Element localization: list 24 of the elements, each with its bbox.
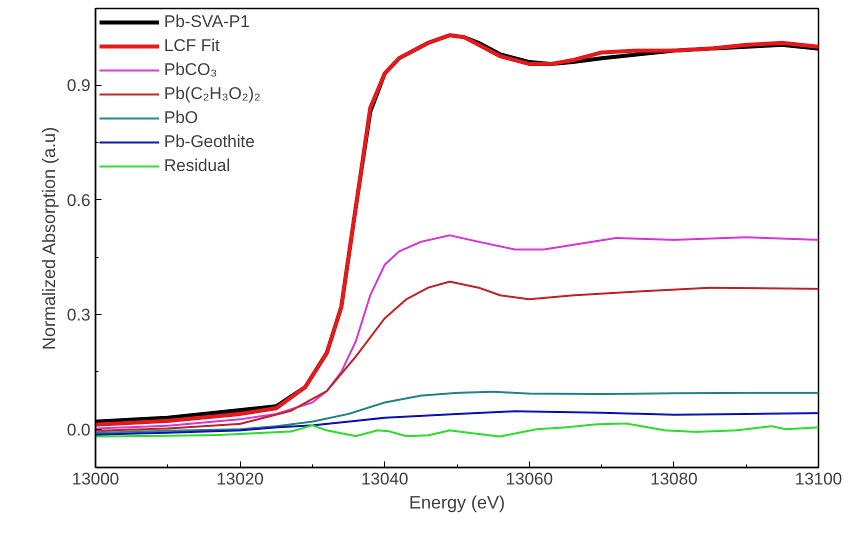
y-tick-label: 0.0 — [66, 420, 91, 440]
legend-label: PbCO₃ — [164, 60, 218, 80]
y-tick-label: 0.9 — [66, 76, 91, 95]
line-series — [96, 410, 818, 436]
x-tick-label: 13000 — [72, 470, 120, 488]
x-tick-label: 13020 — [216, 470, 264, 488]
line-series — [96, 280, 818, 432]
x-tick-label: 13100 — [794, 470, 842, 488]
y-tick-label: 0.3 — [66, 306, 91, 324]
legend-label: PbO — [164, 108, 198, 128]
legend-label: Pb-Geothite — [164, 132, 255, 152]
legend-label: Residual — [164, 156, 230, 176]
x-tick-label: 13080 — [650, 470, 698, 488]
legend-label: Pb-SVA-P1 — [164, 12, 250, 32]
y-axis-title: Normalized Absorption (a.u) — [38, 126, 59, 350]
line-series — [96, 234, 818, 430]
line-series — [96, 422, 818, 438]
x-tick-label: 13060 — [506, 470, 553, 488]
x-tick-label: 13040 — [361, 470, 408, 488]
legend-label: Pb(C₂H₃O₂)₂ — [164, 84, 261, 104]
line-series — [96, 390, 818, 434]
legend-label: LCF Fit — [164, 36, 220, 56]
x-axis-title: Energy (eV) — [408, 492, 506, 512]
y-tick-label: 0.6 — [66, 190, 91, 210]
